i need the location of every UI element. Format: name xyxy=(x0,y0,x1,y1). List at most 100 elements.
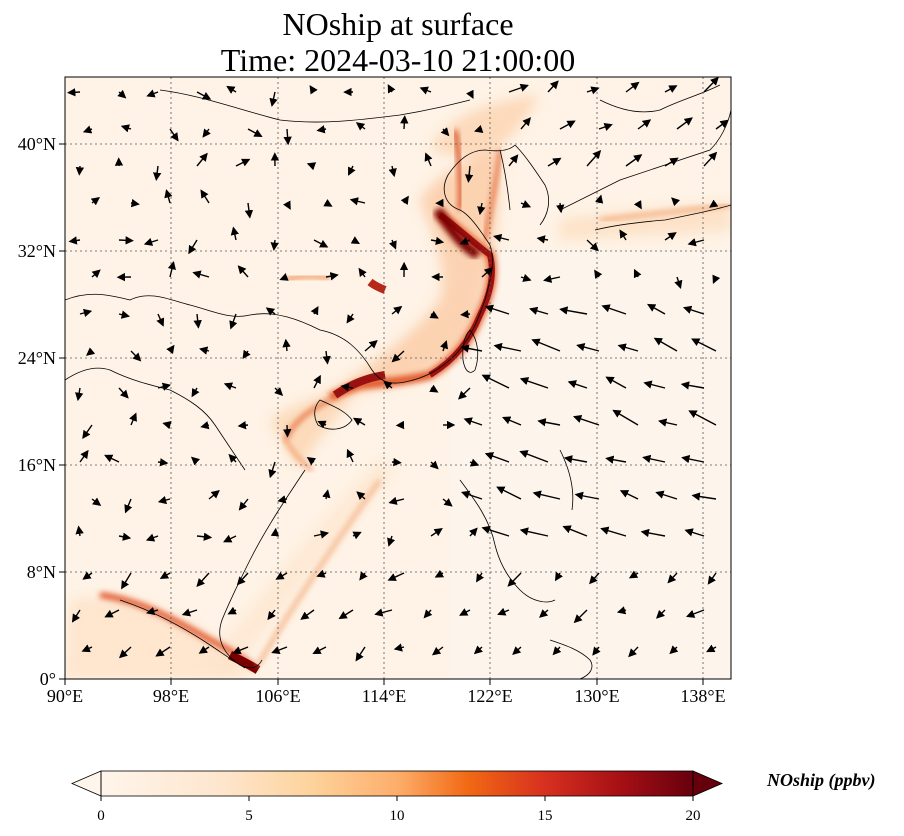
wind-arrow xyxy=(118,236,134,245)
wind-arrow xyxy=(159,571,171,580)
wind-arrow xyxy=(481,525,510,537)
lat-tick-label: 8°N xyxy=(27,562,56,582)
wind-arrow xyxy=(496,486,522,500)
wind-arrow xyxy=(519,527,549,537)
wind-arrow xyxy=(460,490,483,500)
wind-arrow xyxy=(612,409,639,426)
wind-arrow xyxy=(282,338,291,352)
wind-arrow xyxy=(353,417,366,426)
wind-arrow xyxy=(145,533,159,542)
wind-arrow xyxy=(268,461,277,479)
wind-arrow xyxy=(642,454,666,463)
wind-arrow xyxy=(586,239,599,252)
wind-arrow xyxy=(459,237,471,245)
wind-arrow xyxy=(310,305,319,316)
wind-arrow xyxy=(633,200,642,210)
wind-arrow xyxy=(124,498,133,514)
wind-arrow xyxy=(547,157,562,167)
wind-arrow xyxy=(316,569,327,578)
wind-arrow xyxy=(79,308,93,318)
wind-arrow xyxy=(118,310,130,319)
wind-arrow xyxy=(300,609,315,620)
wind-arrow xyxy=(349,197,366,206)
wind-arrow xyxy=(637,119,652,130)
wind-arrow xyxy=(75,387,84,402)
wind-arrow xyxy=(265,307,276,316)
wind-arrow xyxy=(306,457,317,466)
wind-arrow xyxy=(532,490,561,500)
wind-arrow xyxy=(484,452,510,463)
wind-arrow xyxy=(563,455,588,464)
wind-arrow xyxy=(688,410,717,426)
wind-arrow xyxy=(82,571,93,580)
wind-arrow xyxy=(476,572,485,583)
wind-arrow xyxy=(235,158,251,167)
wind-arrow xyxy=(497,607,510,616)
wind-arrow xyxy=(117,89,127,99)
wind-arrow xyxy=(81,644,93,653)
wind-arrow xyxy=(68,236,81,245)
wind-arrow xyxy=(322,489,331,500)
wind-arrow xyxy=(393,643,405,652)
wind-arrow xyxy=(82,424,93,440)
wind-arrow xyxy=(680,381,705,390)
wind-arrow xyxy=(346,448,355,463)
wind-arrow xyxy=(559,120,576,130)
wind-arrow xyxy=(625,81,640,93)
wind-arrow xyxy=(325,272,339,281)
wind-arrow xyxy=(628,646,639,658)
wind-arrow xyxy=(643,380,666,389)
wind-arrow xyxy=(429,310,439,319)
wind-arrow xyxy=(429,384,439,393)
wind-arrow xyxy=(199,346,210,355)
wind-arrow xyxy=(193,313,202,329)
wind-arrow xyxy=(364,339,378,352)
wind-arrow xyxy=(75,165,85,176)
wind-arrow xyxy=(275,571,288,580)
wind-arrow xyxy=(625,154,643,167)
wind-arrow xyxy=(232,646,249,655)
wind-arrow xyxy=(556,202,565,214)
colorbar-tick: 15 xyxy=(538,808,553,824)
wind-arrow xyxy=(434,569,445,578)
wind-arrow xyxy=(655,609,666,619)
wind-arrow xyxy=(387,84,396,94)
shipping-lanes xyxy=(99,129,731,674)
wind-arrow xyxy=(646,303,666,315)
wind-arrow xyxy=(120,124,132,133)
wind-arrow xyxy=(567,380,588,389)
wind-arrow xyxy=(316,125,327,134)
wind-arrow xyxy=(383,380,393,390)
wind-arrow xyxy=(520,200,532,208)
wind-arrow xyxy=(493,342,522,352)
wind-arrow xyxy=(164,189,173,204)
wind-vectors xyxy=(67,77,729,662)
wind-arrow xyxy=(653,337,678,352)
lat-tick-label: 32°N xyxy=(18,241,56,261)
wind-arrow xyxy=(559,306,588,315)
wind-arrow xyxy=(431,646,444,656)
wind-arrow xyxy=(466,89,474,100)
wind-arrow xyxy=(130,350,142,362)
wind-arrow xyxy=(191,387,200,398)
wind-arrow xyxy=(146,89,159,98)
lon-tick-label: 130°E xyxy=(574,686,619,706)
wind-arrow xyxy=(104,454,120,463)
wind-arrow xyxy=(512,646,522,656)
wind-arrow xyxy=(75,525,84,537)
wind-arrow xyxy=(473,645,483,655)
wind-arrow xyxy=(121,572,132,590)
wind-arrow xyxy=(429,460,439,470)
concentration-field xyxy=(65,95,731,679)
wind-arrow xyxy=(424,152,433,167)
wind-arrow xyxy=(507,572,522,587)
wind-arrow xyxy=(493,233,510,243)
wind-arrow xyxy=(167,260,176,278)
wind-arrow xyxy=(306,162,317,171)
wind-arrow xyxy=(277,495,288,504)
wind-arrow xyxy=(346,313,355,324)
wind-arrow xyxy=(169,128,179,142)
wind-arrow xyxy=(595,194,604,204)
lon-tick-label: 114°E xyxy=(362,686,407,706)
wind-arrow xyxy=(157,458,169,467)
